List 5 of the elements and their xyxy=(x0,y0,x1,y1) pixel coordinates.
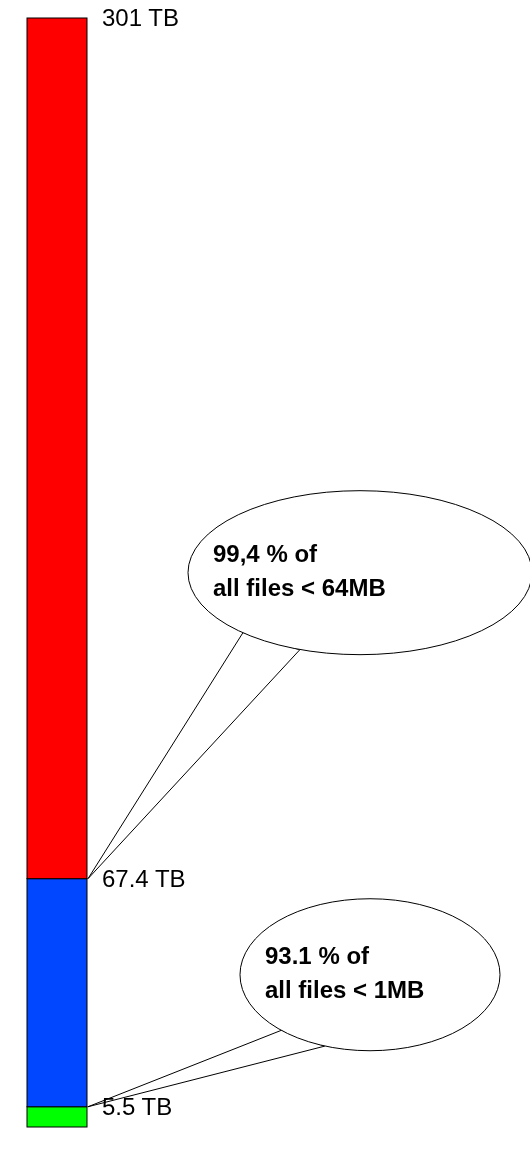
text: 93.1 % of all files < 1MB xyxy=(265,942,425,1004)
y-tick-label: 301 TB xyxy=(102,4,179,32)
y-tick-label: 5.5 TB xyxy=(102,1092,173,1120)
text: 99,4 % of all files < 64MB xyxy=(213,540,386,602)
y-tick-label: 67.4 TB xyxy=(102,864,186,892)
